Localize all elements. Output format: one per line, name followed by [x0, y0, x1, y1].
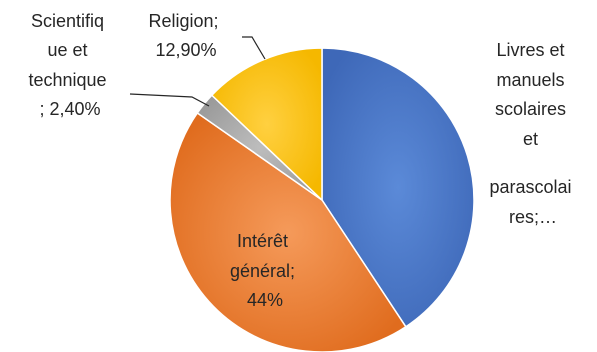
- label-livres-line-3: scolaires: [495, 99, 566, 119]
- pie-slices: [169, 47, 475, 352]
- slice-interet-general: [169, 111, 407, 352]
- label-religion-line-1: Religion;: [148, 11, 218, 31]
- label-livres-line-6: res;…: [509, 207, 557, 227]
- slice-religion: [210, 47, 323, 202]
- leader-lines: [129, 36, 266, 107]
- label-interet-line-3: 44%: [247, 290, 283, 310]
- label-livres-line-1: Livres et: [496, 40, 564, 60]
- label-scientifique-line-1: Scientifiq: [31, 11, 104, 31]
- label-interet-general: Intérêt général; 44%: [230, 231, 300, 310]
- label-livres: Livres et manuels scolaires et parascola…: [489, 40, 576, 227]
- label-livres-line-4: et: [523, 129, 538, 149]
- label-interet-line-2: général;: [230, 261, 295, 281]
- label-religion-line-2: 12,90%: [155, 40, 216, 60]
- label-scientifique: Scientifiq ue et technique ; 2,40%: [28, 11, 111, 119]
- label-livres-line-5: parascolai: [489, 177, 571, 197]
- label-livres-line-2: manuels: [496, 70, 564, 90]
- label-scientifique-line-4: ; 2,40%: [39, 99, 100, 119]
- leader-line-scientifique: [129, 93, 210, 107]
- leader-line-religion: [242, 36, 266, 60]
- label-scientifique-line-2: ue et: [47, 40, 87, 60]
- label-scientifique-line-3: technique: [28, 70, 106, 90]
- label-religion: Religion; 12,90%: [148, 11, 223, 60]
- label-interet-line-1: Intérêt: [237, 231, 288, 251]
